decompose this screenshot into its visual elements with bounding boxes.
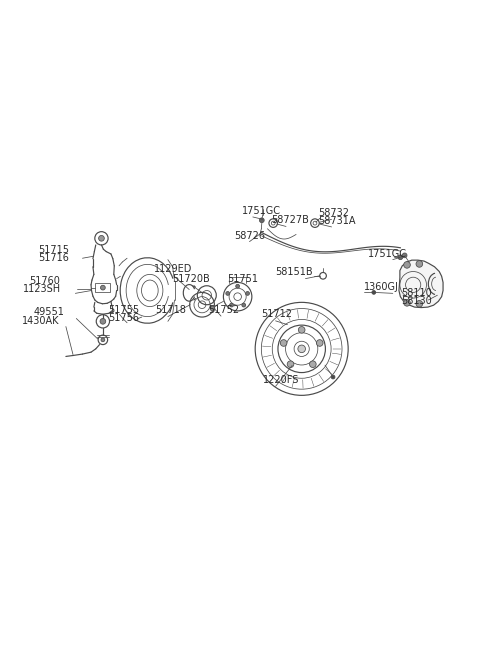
Circle shape bbox=[98, 235, 104, 241]
Text: 51755: 51755 bbox=[108, 305, 139, 314]
Text: 58731A: 58731A bbox=[318, 216, 356, 227]
Circle shape bbox=[236, 284, 240, 288]
Circle shape bbox=[100, 286, 105, 290]
Text: 51720B: 51720B bbox=[173, 274, 210, 284]
Circle shape bbox=[404, 261, 410, 268]
Text: 49551: 49551 bbox=[34, 307, 64, 317]
Text: 51716: 51716 bbox=[38, 253, 69, 263]
Text: 51718: 51718 bbox=[156, 305, 186, 314]
Text: 1751GC: 1751GC bbox=[242, 206, 281, 216]
Circle shape bbox=[226, 291, 229, 295]
Circle shape bbox=[331, 375, 335, 379]
Polygon shape bbox=[399, 260, 443, 308]
Text: 51712: 51712 bbox=[261, 309, 292, 319]
Circle shape bbox=[229, 303, 233, 307]
Circle shape bbox=[316, 340, 323, 346]
Circle shape bbox=[416, 301, 423, 307]
Circle shape bbox=[287, 361, 294, 367]
Text: 51752: 51752 bbox=[208, 305, 239, 314]
Circle shape bbox=[260, 218, 264, 223]
Circle shape bbox=[210, 306, 215, 311]
Text: 51756: 51756 bbox=[108, 312, 139, 323]
Circle shape bbox=[404, 299, 410, 306]
Text: 1360GJ: 1360GJ bbox=[364, 282, 399, 292]
Circle shape bbox=[280, 340, 287, 346]
Circle shape bbox=[246, 291, 250, 295]
Circle shape bbox=[398, 255, 403, 259]
Text: 58130: 58130 bbox=[401, 296, 432, 306]
Circle shape bbox=[101, 338, 105, 342]
Text: 1123SH: 1123SH bbox=[23, 284, 61, 294]
Circle shape bbox=[416, 261, 423, 267]
Circle shape bbox=[372, 291, 376, 294]
Text: 58732: 58732 bbox=[318, 208, 349, 218]
Text: 1430AK: 1430AK bbox=[22, 316, 59, 326]
Text: 58151B: 58151B bbox=[276, 267, 313, 276]
Text: 58727B: 58727B bbox=[271, 215, 309, 225]
Text: 1751GC: 1751GC bbox=[368, 249, 407, 259]
Text: 1129ED: 1129ED bbox=[154, 265, 192, 274]
Circle shape bbox=[310, 361, 316, 367]
Text: 58726: 58726 bbox=[234, 231, 265, 240]
Circle shape bbox=[402, 253, 407, 258]
Circle shape bbox=[100, 318, 106, 324]
Circle shape bbox=[298, 345, 305, 352]
Circle shape bbox=[299, 327, 305, 333]
Text: 51760: 51760 bbox=[29, 276, 60, 286]
FancyBboxPatch shape bbox=[96, 284, 110, 292]
Text: 1220FS: 1220FS bbox=[263, 375, 299, 385]
Text: 58110: 58110 bbox=[401, 288, 432, 298]
Text: 51751: 51751 bbox=[227, 274, 258, 284]
Circle shape bbox=[242, 303, 246, 307]
Text: 51715: 51715 bbox=[38, 245, 70, 255]
